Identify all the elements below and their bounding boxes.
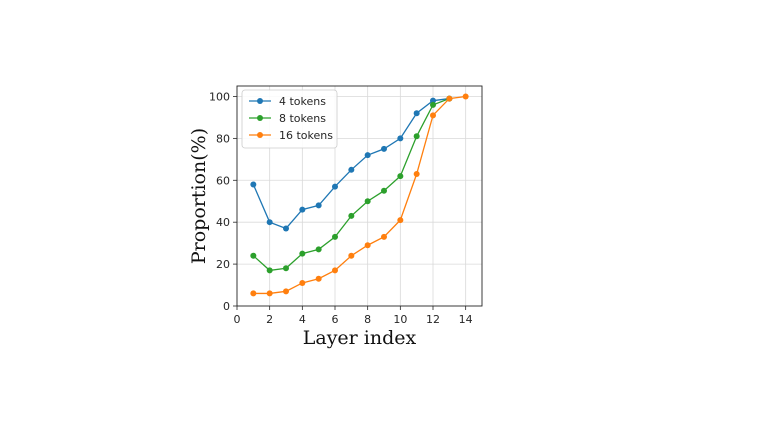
y-tick-label: 100 [209,90,230,103]
x-tick-label: 14 [459,313,473,326]
data-point [413,110,420,117]
legend-item: 16 tokens [249,129,333,142]
x-tick-label: 4 [299,313,306,326]
data-point [283,225,289,232]
data-point [397,217,404,224]
data-point [266,290,273,297]
legend-box [241,89,338,149]
data-point [446,95,453,102]
data-point [381,187,387,194]
data-point [381,233,387,240]
plot-frame [236,85,483,307]
y-tick-label: 40 [216,216,230,229]
data-point [332,267,338,274]
x-tick-label: 8 [364,313,371,326]
x-tick-label: 0 [234,313,241,326]
ticks: 0 2 4 6 8 10 12 14 0 20 40 60 80 100 [209,90,473,326]
legend-marker [257,115,263,121]
data-point [397,135,404,142]
data-point [364,198,371,205]
data-point [299,250,306,257]
legend-label: 16 tokens [279,129,333,142]
data-point [397,173,404,180]
x-tick-label: 12 [426,313,440,326]
data-point [430,101,436,108]
data-point [250,252,257,259]
x-tick-label: 10 [393,313,407,326]
data-point [299,279,306,286]
y-tick-label: 20 [216,258,230,271]
series-line [253,95,466,295]
y-axis-label: Proportion(%) [188,128,210,264]
legend-item: 4 tokens [249,95,326,108]
data-point [283,265,289,272]
legend-marker [257,98,263,104]
data-point [364,152,371,159]
data-point [332,233,338,240]
series-8-tokens [250,95,453,274]
data-point [266,219,273,226]
data-point [413,171,420,177]
legend-item: 8 tokens [249,112,326,125]
y-tick-label: 80 [216,132,230,145]
data-point [250,290,257,297]
series-4-tokens [250,95,453,232]
legend-marker [257,132,263,138]
data-point [348,252,355,259]
data-point [364,242,371,249]
grid [236,86,482,307]
data-point [348,212,355,219]
data-point [348,166,355,173]
y-tick-label: 60 [216,174,230,187]
data-point [430,97,436,104]
data-point [283,288,289,295]
x-tick-label: 6 [332,313,339,326]
legend: 4 tokens 8 tokens 16 tokens [241,89,338,149]
legend-label: 8 tokens [279,112,326,125]
series-16-tokens [250,93,469,297]
legend-label: 4 tokens [279,95,326,108]
data-point [413,133,420,140]
x-tick-label: 2 [266,313,273,326]
data-point [315,275,322,282]
y-tick-label: 0 [223,300,230,313]
data-point [299,206,306,213]
x-axis-label: Layer index [303,327,417,349]
data-point [250,181,257,188]
data-point [315,202,322,209]
series-layer [250,93,469,297]
data-point [315,246,322,253]
data-point [266,267,273,274]
data-point [381,145,387,152]
data-point [430,112,436,119]
data-point [332,183,338,190]
data-point [462,93,469,100]
